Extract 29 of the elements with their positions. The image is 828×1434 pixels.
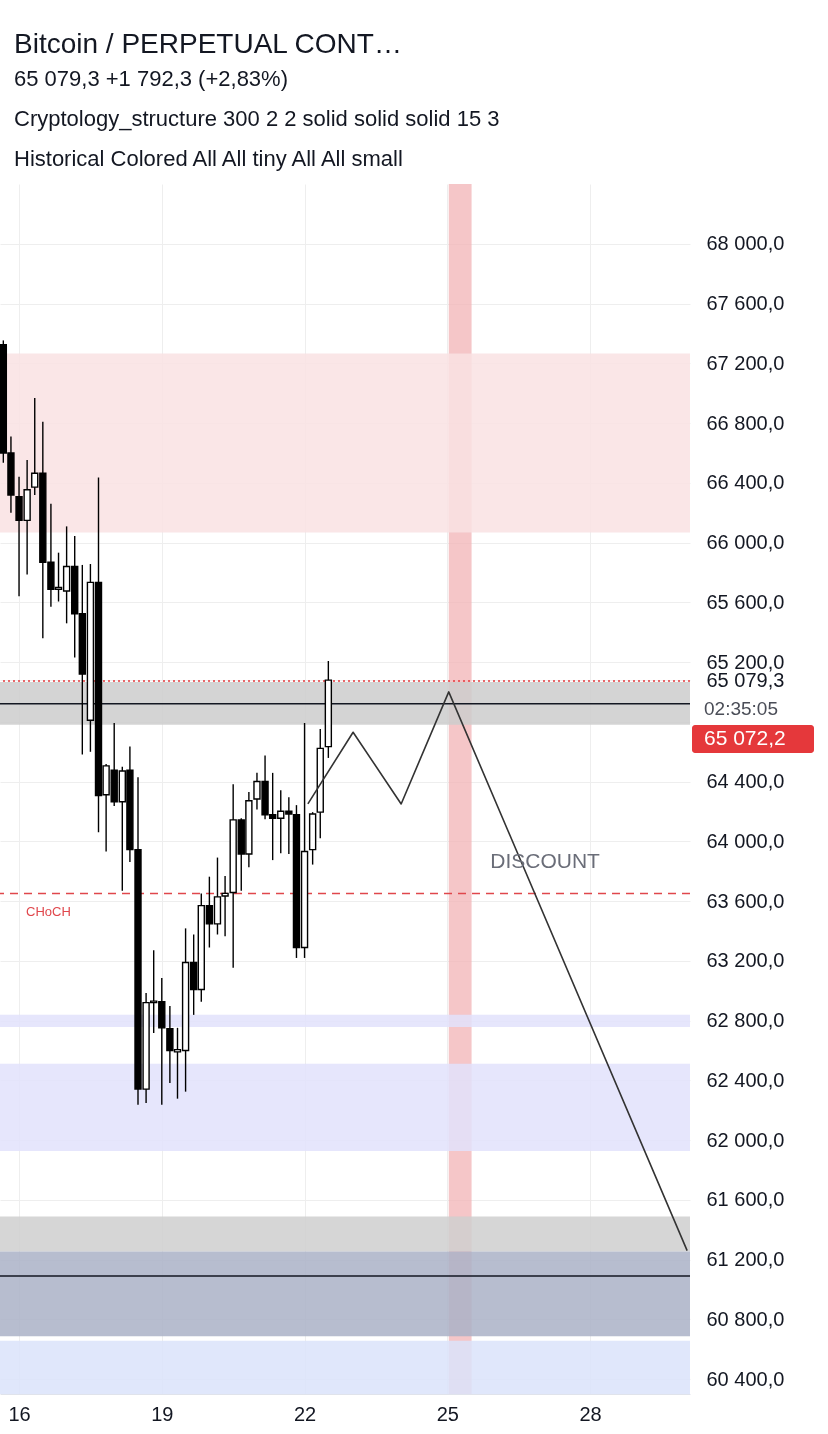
y-tick-label: 68 000,0	[706, 232, 785, 255]
y-tick-label: 64 000,0	[706, 829, 785, 852]
y-tick-label: 63 200,0	[706, 949, 785, 972]
y-tick-label: 65 600,0	[706, 590, 785, 613]
x-tick-label: 25	[436, 1402, 459, 1425]
y-tick-label: 66 400,0	[706, 471, 785, 494]
y-tick-label: 60 800,0	[706, 1307, 785, 1330]
chart-title: Bitcoin / PERPETUAL CONT…	[14, 28, 402, 59]
ref-line-label: 65 072,2	[704, 726, 786, 750]
y-tick-label: 60 400,0	[706, 1367, 785, 1390]
text: 02:35:05	[704, 698, 778, 720]
y-tick-label: 61 600,0	[706, 1188, 785, 1211]
x-tick-label: 16	[8, 1402, 31, 1425]
y-tick-label: 67 200,0	[706, 351, 785, 374]
chart-subtitle: 65 079,3 +1 792,3 (+2,83%) Cryptology_structure 300 2 2 solid solid solid 15 3 Historical Colored All All tiny All All small	[14, 66, 500, 171]
y-tick-label: 62 000,0	[706, 1128, 785, 1151]
y-tick-label: 63 600,0	[706, 889, 785, 912]
y-tick-label: 62 400,0	[706, 1068, 785, 1091]
x-tick-label: 22	[293, 1402, 317, 1425]
y-tick-label: 66 800,0	[706, 411, 785, 434]
y-tick-label: 67 600,0	[706, 292, 785, 315]
y-tick-label: 61 200,0	[706, 1248, 785, 1271]
line-series	[307, 691, 688, 1252]
x-tick-label: 28	[579, 1402, 602, 1425]
y-tick-label: 66 000,0	[706, 531, 785, 554]
y-tick-label: 64 400,0	[706, 770, 785, 793]
x-tick-label: 19	[151, 1402, 174, 1425]
y-tick-label: 62 800,0	[706, 1009, 785, 1032]
ref-line-label: CHoCH	[26, 903, 71, 919]
